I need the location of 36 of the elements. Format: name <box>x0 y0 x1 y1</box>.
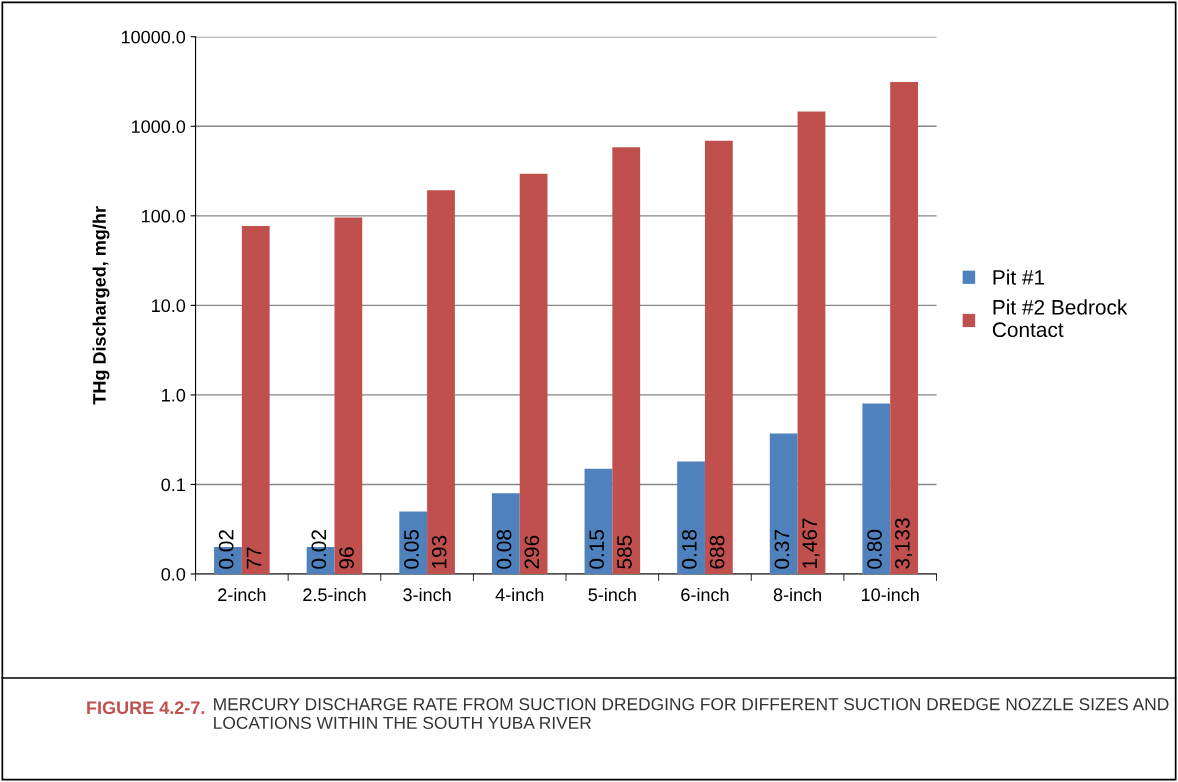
text: MERCURY DISCHARGE RATE FROM SUCTION DREDGING FOR DIFFERENT SUCTION DREDGE NOZZLE SIZES AND LOCATIONS WITHIN THE SOUTH YUBA RIVER <box>214 698 1169 729</box>
y-tick-label: 1.0 <box>162 388 186 402</box>
data-label: 1,467 <box>802 518 820 568</box>
data-label: 0.15 <box>589 529 605 569</box>
data-label: 193 <box>431 535 447 568</box>
data-label: 0.02 <box>218 530 234 569</box>
caption: FIGURE 4.2-7. <box>87 701 205 715</box>
x-tick-label: 5-inch <box>588 587 636 602</box>
data-label: 585 <box>617 535 632 569</box>
data-label: 0.80 <box>867 529 882 569</box>
data-label: 296 <box>524 535 540 569</box>
x-tick-label: 3-inch <box>403 587 451 602</box>
data-label: 0.37 <box>774 530 790 569</box>
data-label: 77 <box>246 547 262 569</box>
data-label: 3,133 <box>894 518 913 569</box>
x-tick-label: 6-inch <box>681 587 729 602</box>
y-tick-label: 0.1 <box>161 478 185 492</box>
legend-label: Pit #2 Bedrock Contact <box>992 299 1128 338</box>
x-tick-label: 2.5-inch <box>303 587 366 602</box>
y-tick-label: 10000.0 <box>121 30 186 44</box>
data-label: 0.02 <box>311 530 327 569</box>
data-label: 0.08 <box>496 529 512 569</box>
data-label: 0.05 <box>404 529 419 569</box>
y-tick-label: 10.0 <box>152 299 186 313</box>
data-label: 0.18 <box>681 529 697 569</box>
x-tick-label: 8-inch <box>773 587 821 602</box>
x-tick-label: 10-inch <box>861 587 919 602</box>
x-tick-label: 2-inch <box>218 587 266 602</box>
y-tick-label: 0.0 <box>161 567 186 581</box>
y-tick-label: 1000.0 <box>131 120 186 134</box>
data-label: 96 <box>339 547 354 569</box>
y-axis-title: THg Discharged, mg/hr <box>92 206 110 405</box>
data-label: 688 <box>709 535 725 569</box>
y-tick-label: 100.0 <box>142 209 186 223</box>
legend-label: Pit #1 <box>993 269 1045 285</box>
x-tick-label: 4-inch <box>495 587 544 602</box>
